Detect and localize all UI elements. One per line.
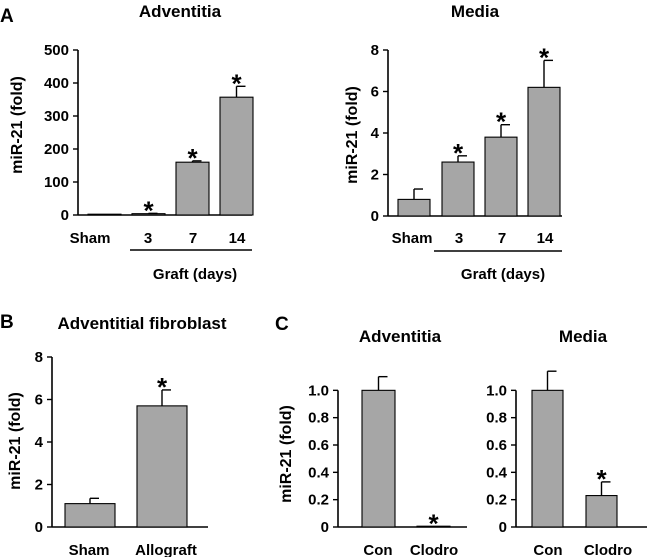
x-category-label: Sham (392, 230, 433, 247)
significance-star: * (596, 464, 607, 494)
y-tick-label: 0.2 (486, 492, 507, 509)
bar-7 (484, 136, 518, 217)
y-tick-label: 1.0 (486, 382, 507, 399)
panel-label-a: A (0, 6, 14, 27)
panel-b-adventitial-fibroblast: B Adventitial fibroblast miR-21 (fold) 0… (0, 312, 227, 557)
panel-title-fibroblast: Adventitial fibroblast (57, 314, 226, 333)
x-group-label: Graft (days) (461, 266, 545, 283)
panel-a-adventitia: A Adventitia miR-21 (fold) Graft (days) … (0, 2, 254, 283)
y-tick-label: 0.8 (486, 410, 507, 427)
x-category-label: Con (363, 542, 392, 557)
y-tick-label: 1.0 (308, 382, 329, 399)
panel-c-media: Media 0 0.2 0.4 0.6 0.8 1.0 Con Clodro * (486, 327, 647, 557)
x-category-label: Sham (70, 230, 111, 247)
bar-clodro (416, 525, 451, 528)
y-tick-label: 0.6 (308, 437, 329, 454)
x-category-label: 7 (189, 230, 197, 247)
panel-label-c: C (275, 314, 289, 335)
significance-star: * (187, 143, 198, 173)
y-tick-label: 0 (499, 519, 507, 536)
y-tick-label: 6 (35, 392, 43, 409)
significance-star: * (428, 508, 439, 538)
bar-clodro (585, 495, 618, 528)
bar-7 (175, 161, 210, 216)
y-tick-label: 0.8 (308, 410, 329, 427)
y-tick-label: 4 (371, 125, 380, 142)
significance-star: * (453, 138, 464, 168)
y-tick-label: 6 (371, 84, 379, 101)
significance-star: * (231, 68, 242, 98)
y-tick-label: 0.4 (486, 464, 508, 481)
significance-star: * (496, 107, 507, 137)
y-axis-label: miR-21 (fold) (278, 405, 295, 503)
bar-con (361, 389, 396, 528)
y-tick-label: 0 (61, 207, 69, 224)
y-tick-label: 0 (321, 519, 329, 536)
y-tick-label: 2 (35, 477, 43, 494)
y-axis-label: miR-21 (fold) (344, 86, 361, 184)
bar-allograft (136, 405, 188, 528)
bar-14 (219, 96, 254, 216)
y-tick-label: 100 (44, 174, 69, 191)
x-category-label: Con (533, 542, 562, 557)
y-tick-label: 300 (44, 108, 69, 125)
panel-c-adventitia: C Adventitia miR-21 (fold) 0 0.2 0.4 0.6 0.8… (275, 314, 467, 557)
bar-14 (527, 86, 561, 217)
x-category-label: Allograft (135, 542, 197, 557)
x-category-label: 7 (498, 230, 506, 247)
y-tick-label: 0 (371, 208, 379, 225)
significance-star: * (157, 372, 168, 402)
x-category-label: 14 (229, 230, 246, 247)
y-tick-label: 8 (35, 349, 43, 366)
bar-con (531, 389, 564, 528)
panel-a-media: Media miR-21 (fold) Graft (days) 0 2 4 6 8 S… (344, 2, 562, 283)
x-category-label: Clodro (410, 542, 458, 557)
y-axis-label: miR-21 (fold) (9, 76, 26, 174)
y-axis-label: miR-21 (fold) (7, 392, 24, 490)
panel-title-adventitia: Adventitia (139, 2, 222, 21)
bar-sham (397, 198, 431, 217)
y-tick-label: 8 (371, 42, 379, 59)
y-tick-label: 0.4 (308, 464, 330, 481)
panel-title-media: Media (451, 2, 500, 21)
y-tick-label: 0 (35, 519, 43, 536)
panel-label-b: B (0, 312, 14, 333)
x-category-label: Clodro (584, 542, 632, 557)
bar-3 (441, 161, 475, 217)
significance-star: * (539, 42, 550, 72)
y-tick-label: 200 (44, 141, 69, 158)
y-tick-label: 500 (44, 42, 69, 59)
bar-sham (64, 503, 116, 528)
y-tick-label: 2 (371, 167, 379, 184)
y-tick-label: 0.2 (308, 492, 329, 509)
y-tick-label: 400 (44, 75, 69, 92)
panel-title-media: Media (559, 327, 608, 346)
bar-sham (87, 213, 122, 216)
significance-star: * (143, 195, 154, 225)
y-tick-label: 0.6 (486, 437, 507, 454)
x-group-label: Graft (days) (153, 266, 237, 283)
y-tick-label: 4 (35, 434, 44, 451)
x-category-label: 14 (537, 230, 554, 247)
x-category-label: Sham (69, 542, 110, 557)
x-category-label: 3 (144, 230, 152, 247)
x-category-label: 3 (455, 230, 463, 247)
panel-title-adventitia: Adventitia (359, 327, 442, 346)
